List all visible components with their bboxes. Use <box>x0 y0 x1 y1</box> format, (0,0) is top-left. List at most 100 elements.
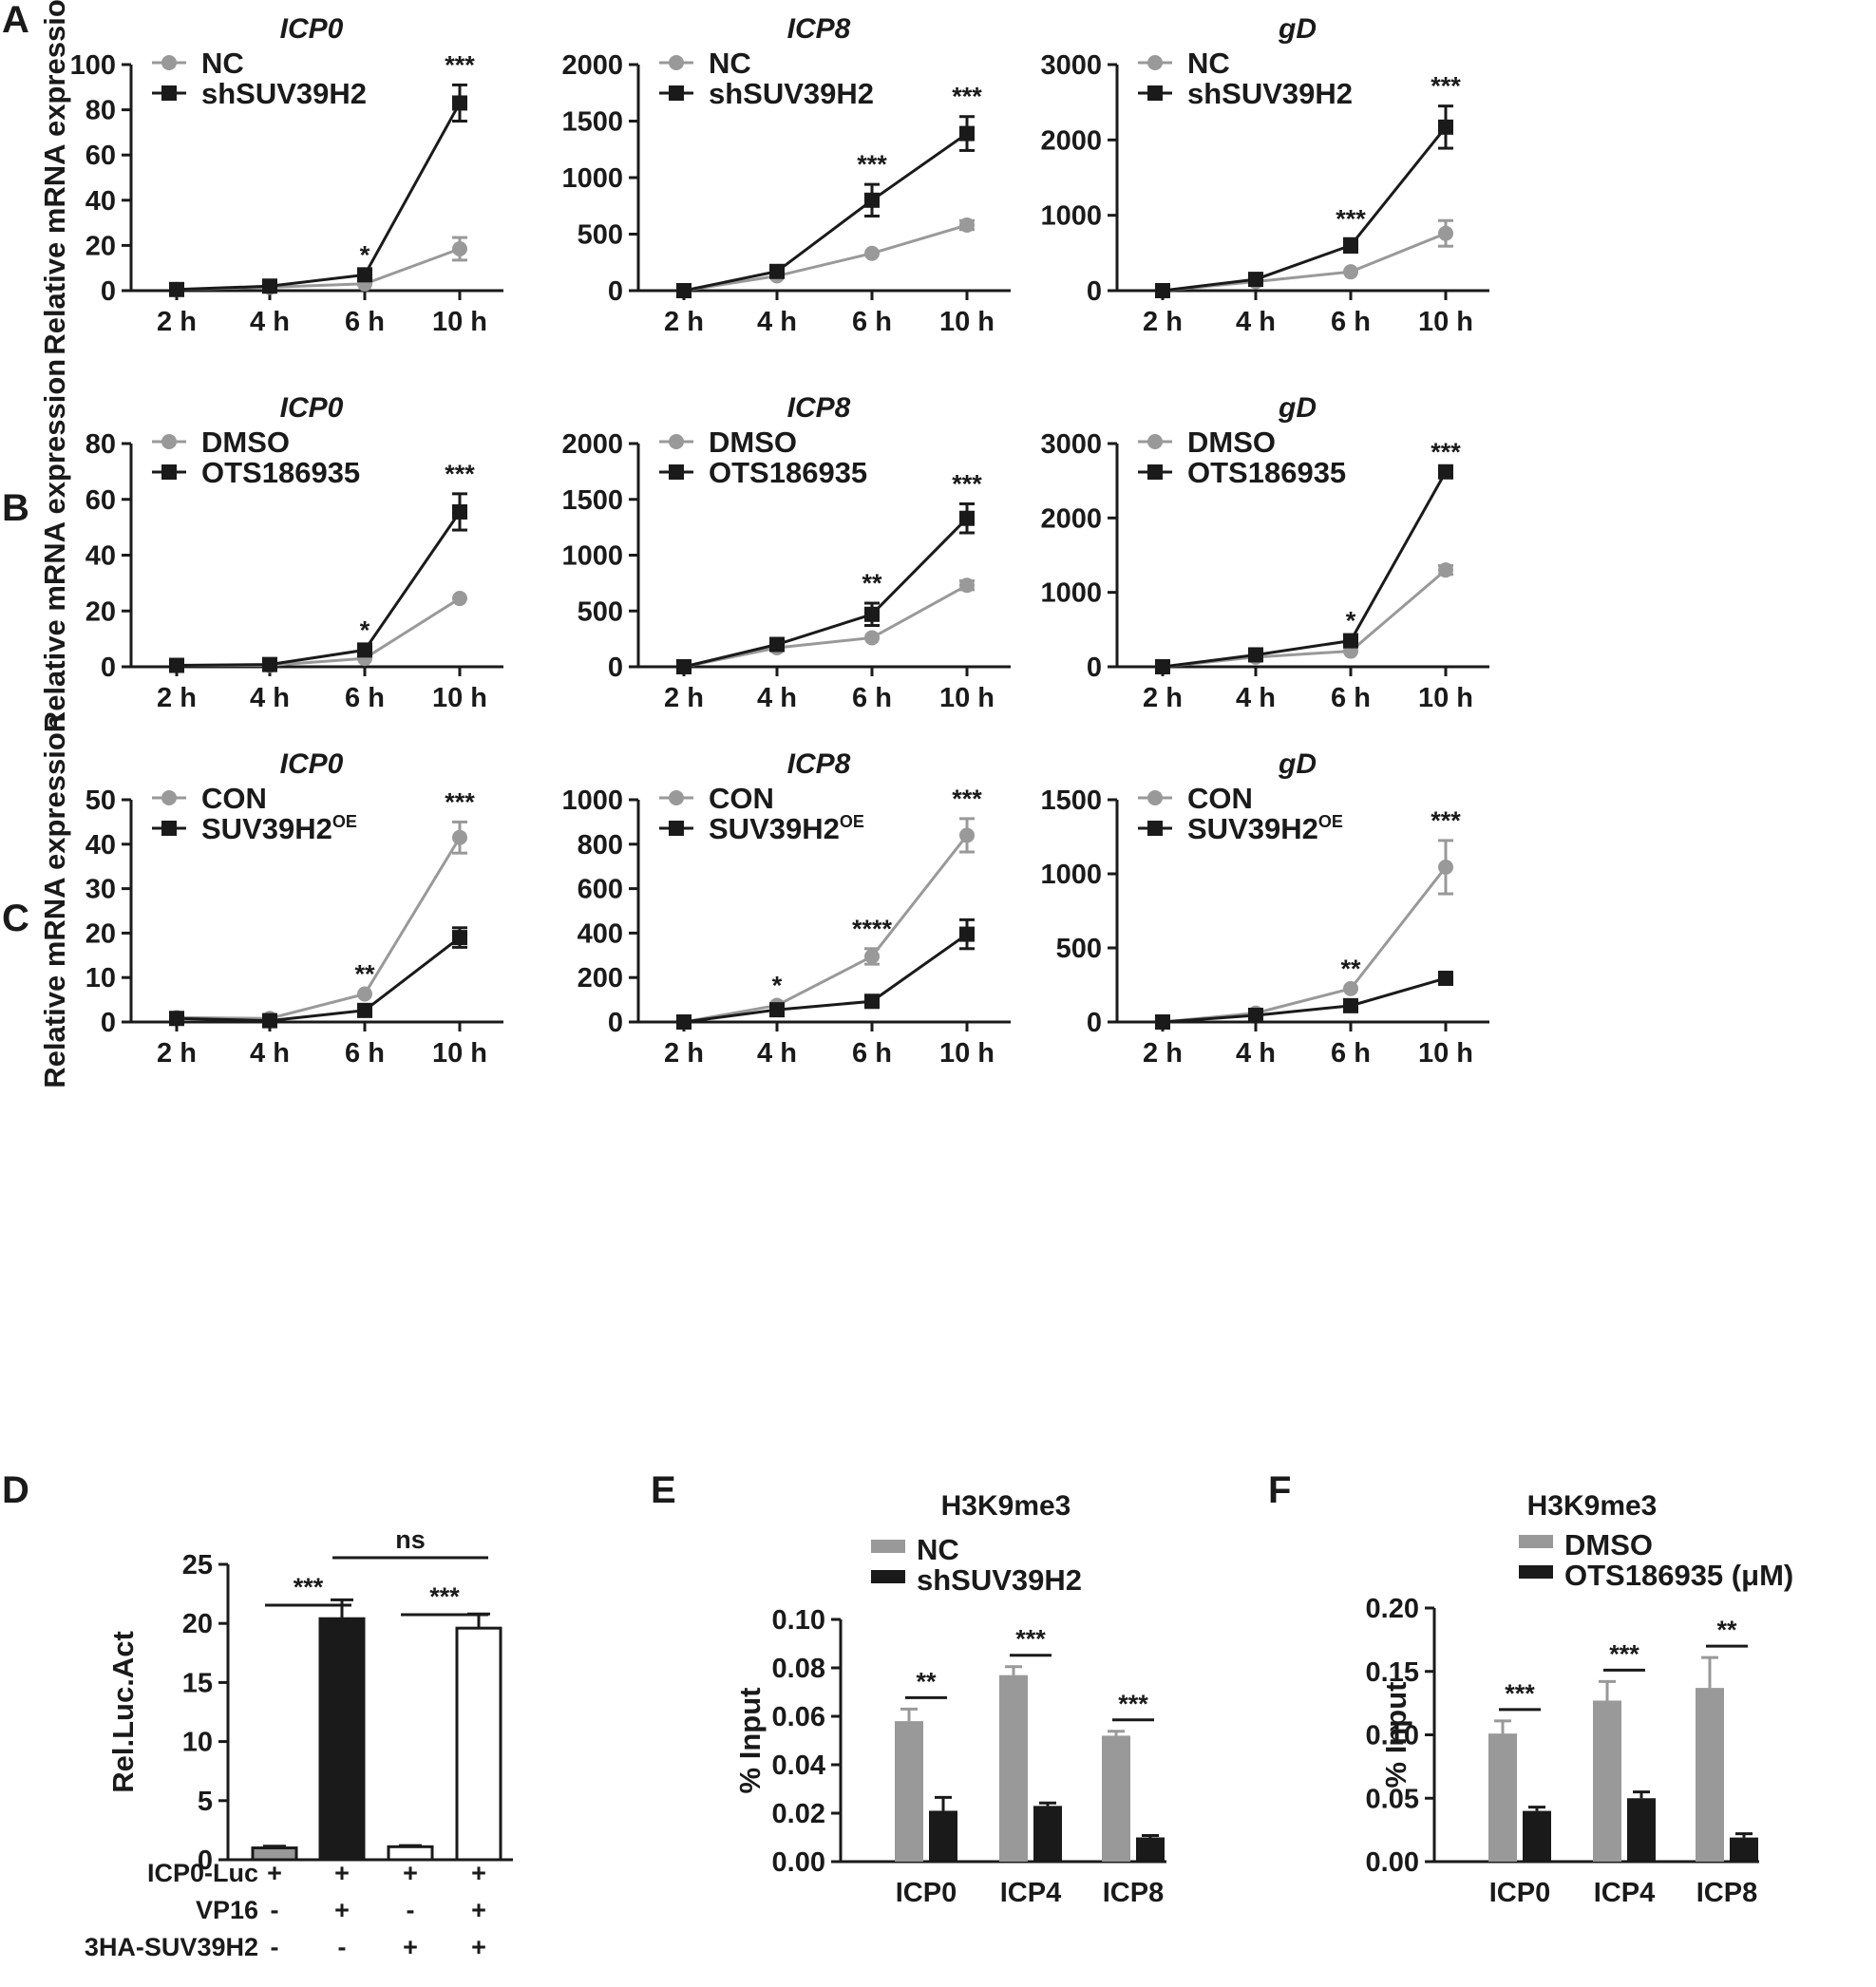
x-tick-label: 6 h <box>1331 1038 1371 1069</box>
significance-label: ** <box>1340 955 1361 983</box>
y-tick-label: 20 <box>85 231 116 261</box>
x-tick-label: 2 h <box>664 1038 704 1069</box>
legend-marker <box>161 790 177 805</box>
series-line-0 <box>176 837 462 1020</box>
condition-symbol: - <box>271 1896 279 1924</box>
legend-superscript: OE <box>1318 812 1343 831</box>
y-tick-label: 600 <box>578 875 623 905</box>
condition-symbol: + <box>471 1859 486 1887</box>
data-point <box>864 192 880 208</box>
legend-label: shSUV39H2 <box>201 77 367 110</box>
chart-e-chip: H3K9me3 0.00 0.02 0.04 0.06 0.08 0.10 % Input IC… <box>733 1490 1166 1908</box>
x-tick-label: 4 h <box>250 1038 290 1069</box>
series-line-1 <box>683 132 968 293</box>
y-tick-label: 30 <box>85 875 116 905</box>
legend-label: NC <box>201 47 244 80</box>
data-point <box>452 503 467 520</box>
y-tick-label: 20 <box>85 596 116 627</box>
significance-label: ** <box>862 569 882 597</box>
legend-label: DMSO <box>201 426 290 459</box>
bar-1 <box>1730 1837 1758 1862</box>
data-point <box>676 659 692 674</box>
legend-superscript: OE <box>840 812 864 831</box>
significance-label: ** <box>916 1667 937 1695</box>
significance-label: *** <box>857 150 887 179</box>
y-tick-label: 1500 <box>561 485 623 516</box>
legend-label: SUV39H2OE <box>201 812 357 845</box>
significance-label: * <box>1346 607 1356 635</box>
legend-label: shSUV39H2 <box>1187 77 1353 110</box>
y-tick-label: 10 <box>182 1728 213 1758</box>
x-tick-label: 4 h <box>250 307 290 337</box>
y-tick-label: 60 <box>85 141 116 171</box>
x-tick-label: 6 h <box>345 307 385 337</box>
x-tick-label: 4 h <box>1236 1038 1276 1069</box>
y-tick-label: 60 <box>85 485 116 516</box>
chart-title: ICP0 <box>280 392 344 424</box>
y-tick-label: 2000 <box>1040 125 1102 156</box>
data-point <box>769 636 785 653</box>
y-tick-label: 200 <box>578 963 623 994</box>
data-point <box>1438 225 1453 241</box>
significance-label: ** <box>354 960 375 989</box>
panel-letter-e: E <box>651 1469 676 1511</box>
x-tick-label: 2 h <box>1143 683 1183 713</box>
x-tick-label: ICP8 <box>1696 1878 1757 1908</box>
series-line-1 <box>176 511 462 668</box>
x-tick-label: ICP4 <box>1594 1878 1655 1908</box>
significance-label: * <box>360 615 370 644</box>
series-line-0 <box>177 596 461 668</box>
x-tick-label: 10 h <box>1418 307 1473 337</box>
legend-label: CON <box>709 782 774 815</box>
legend-marker <box>669 821 684 836</box>
significance-label: *** <box>952 83 982 111</box>
x-tick-label: 6 h <box>852 307 892 337</box>
legend-swatch <box>1519 1535 1553 1548</box>
data-point <box>452 930 467 946</box>
significance-label: *** <box>1118 1690 1148 1718</box>
data-point <box>1155 283 1170 298</box>
data-point <box>864 948 880 964</box>
legend-label: OTS186935 <box>1187 456 1346 489</box>
significance-label: *** <box>1609 1639 1639 1668</box>
y-tick-label: 500 <box>1056 934 1102 964</box>
condition-symbol: + <box>334 1896 350 1924</box>
data-point <box>1343 997 1358 1013</box>
legend-label: DMSO <box>1564 1528 1653 1561</box>
legend-marker <box>1147 85 1163 101</box>
x-tick-label: 10 h <box>939 683 995 713</box>
y-tick-label: 15 <box>182 1668 213 1698</box>
series-line-0 <box>683 583 968 669</box>
data-point <box>864 630 880 646</box>
legend-label: CON <box>201 782 267 815</box>
y-tick-label: 100 <box>70 50 116 81</box>
data-point <box>864 245 880 261</box>
y-tick-label: 20 <box>85 918 116 949</box>
data-point <box>1343 237 1358 254</box>
x-tick-label: 4 h <box>1236 683 1276 713</box>
legend-label: NC <box>709 47 751 80</box>
panel-letter-b: B <box>2 487 29 529</box>
y-tick-label: 400 <box>578 918 623 949</box>
legend-marker <box>669 55 684 70</box>
data-point <box>676 283 692 298</box>
chart-f-chip: H3K9me3 0.00 0.05 0.10 0.15 0.20 % Input ICP0 **… <box>1366 1490 1794 1908</box>
series-line-1 <box>683 933 968 1024</box>
legend-label: SUV39H2OE <box>709 812 864 845</box>
y-tick-label: 1500 <box>561 107 623 138</box>
bar <box>318 1617 366 1862</box>
legend-label: DMSO <box>709 426 797 459</box>
condition-symbol: - <box>271 1933 279 1961</box>
y-axis-label: Rel.Luc.Act <box>106 1631 140 1793</box>
y-tick-label: 2000 <box>1040 503 1102 534</box>
y-tick-label: 0 <box>608 653 623 683</box>
y-tick-label: 1000 <box>561 163 623 194</box>
x-tick-label: ICP8 <box>1103 1878 1164 1908</box>
legend-marker <box>669 790 684 805</box>
x-tick-label: 4 h <box>757 683 797 713</box>
bar-1 <box>1523 1810 1551 1862</box>
significance-label: *** <box>445 460 475 488</box>
